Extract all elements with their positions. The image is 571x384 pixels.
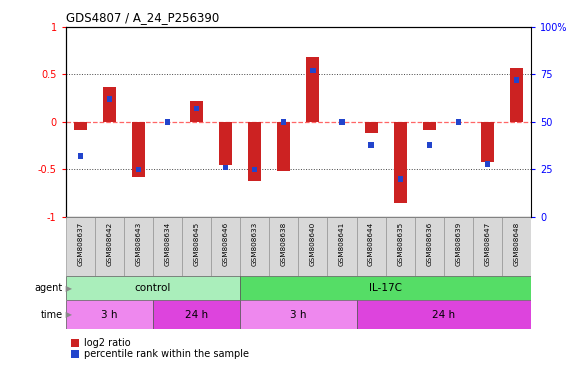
Text: GSM808646: GSM808646: [223, 222, 228, 266]
Bar: [240, 300, 356, 329]
Text: agent: agent: [35, 283, 63, 293]
Bar: [66, 217, 95, 276]
Bar: [456, 119, 461, 125]
Text: time: time: [41, 310, 63, 320]
Text: GDS4807 / A_24_P256390: GDS4807 / A_24_P256390: [66, 11, 219, 24]
Bar: [103, 87, 116, 122]
Bar: [153, 217, 182, 276]
Bar: [182, 217, 211, 276]
Text: GSM808635: GSM808635: [397, 222, 403, 266]
Bar: [397, 176, 403, 182]
Bar: [356, 217, 385, 276]
Text: 24 h: 24 h: [432, 310, 455, 320]
Bar: [310, 68, 316, 73]
Bar: [252, 167, 258, 172]
Bar: [132, 122, 145, 177]
Bar: [74, 122, 87, 129]
Text: GSM808634: GSM808634: [164, 222, 171, 266]
Bar: [368, 142, 373, 147]
Text: GSM808648: GSM808648: [513, 222, 520, 266]
Bar: [281, 119, 287, 125]
Bar: [278, 122, 290, 171]
Bar: [124, 217, 153, 276]
Bar: [364, 122, 377, 133]
Text: GSM808636: GSM808636: [426, 222, 432, 266]
Text: GSM808641: GSM808641: [339, 222, 345, 266]
Text: percentile rank within the sample: percentile rank within the sample: [84, 349, 249, 359]
Bar: [78, 153, 83, 159]
Bar: [514, 77, 519, 83]
Text: GSM808633: GSM808633: [252, 222, 258, 266]
Bar: [356, 300, 531, 329]
Bar: [327, 217, 356, 276]
Bar: [415, 217, 444, 276]
Text: log2 ratio: log2 ratio: [84, 338, 131, 348]
Text: 24 h: 24 h: [185, 310, 208, 320]
Bar: [427, 142, 432, 147]
Text: ▶: ▶: [63, 284, 73, 293]
Text: GSM808637: GSM808637: [77, 222, 83, 266]
Bar: [481, 122, 494, 162]
Bar: [385, 217, 415, 276]
Bar: [153, 300, 240, 329]
Bar: [194, 106, 199, 111]
Bar: [66, 276, 240, 300]
Bar: [502, 217, 531, 276]
Text: 3 h: 3 h: [290, 310, 307, 320]
Bar: [270, 217, 298, 276]
Bar: [485, 161, 490, 167]
Bar: [298, 217, 327, 276]
Text: ▶: ▶: [63, 310, 73, 319]
Bar: [240, 217, 270, 276]
Bar: [307, 57, 319, 122]
Bar: [240, 276, 531, 300]
Bar: [339, 119, 344, 125]
Text: GSM808644: GSM808644: [368, 222, 374, 266]
Text: GSM808640: GSM808640: [310, 222, 316, 266]
Text: GSM808642: GSM808642: [106, 222, 112, 266]
Bar: [165, 119, 170, 125]
Bar: [219, 122, 232, 165]
Text: GSM808643: GSM808643: [135, 222, 142, 266]
Text: 3 h: 3 h: [101, 310, 118, 320]
Bar: [190, 101, 203, 122]
Bar: [95, 217, 124, 276]
Bar: [444, 217, 473, 276]
Bar: [423, 122, 436, 129]
Bar: [473, 217, 502, 276]
Bar: [66, 300, 153, 329]
Bar: [136, 167, 141, 172]
Bar: [393, 122, 407, 203]
Bar: [510, 68, 523, 122]
Text: GSM808647: GSM808647: [484, 222, 490, 266]
Bar: [248, 122, 262, 181]
Bar: [223, 165, 228, 170]
Text: control: control: [135, 283, 171, 293]
Text: GSM808645: GSM808645: [194, 222, 199, 266]
Text: IL-17C: IL-17C: [369, 283, 402, 293]
Text: GSM808639: GSM808639: [455, 222, 461, 266]
Bar: [107, 96, 112, 102]
Text: GSM808638: GSM808638: [281, 222, 287, 266]
Bar: [211, 217, 240, 276]
